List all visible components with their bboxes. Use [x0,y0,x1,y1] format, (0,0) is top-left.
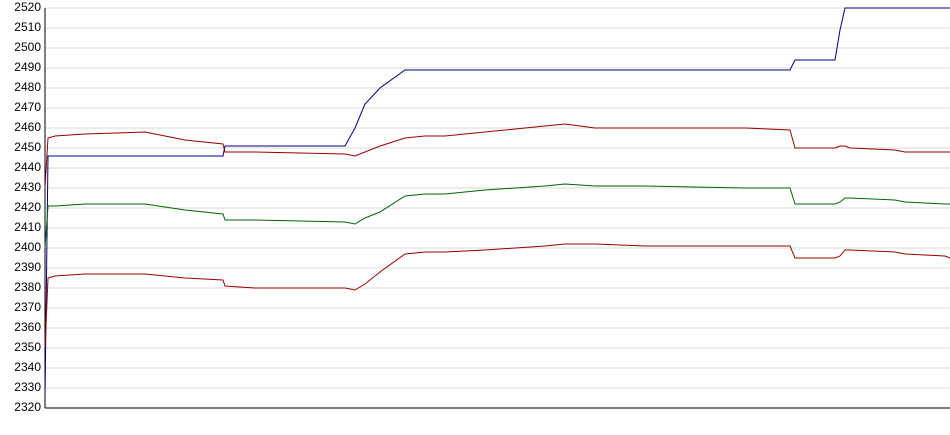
y-tick-label: 2330 [14,380,41,394]
y-tick-label: 2480 [14,80,41,94]
y-tick-label: 2430 [14,180,41,194]
y-tick-label: 2440 [14,160,41,174]
y-tick-label: 2500 [14,40,41,54]
y-tick-label: 2350 [14,340,41,354]
series-line [44,183,950,249]
series-line [44,7,950,399]
y-tick-label: 2520 [14,0,41,14]
y-tick-label: 2340 [14,360,41,374]
series-line [44,123,950,189]
y-tick-label: 2320 [14,400,41,414]
y-tick-label: 2450 [14,140,41,154]
y-tick-label: 2380 [14,280,41,294]
series-line [44,243,950,349]
y-tick-label: 2490 [14,60,41,74]
y-tick-label: 2360 [14,320,41,334]
y-tick-label: 2510 [14,20,41,34]
y-tick-label: 2470 [14,100,41,114]
y-tick-label: 2390 [14,260,41,274]
y-tick-label: 2370 [14,300,41,314]
y-tick-label: 2420 [14,200,41,214]
y-tick-label: 2410 [14,220,41,234]
y-tick-label: 2460 [14,120,41,134]
y-tick-label: 2400 [14,240,41,254]
